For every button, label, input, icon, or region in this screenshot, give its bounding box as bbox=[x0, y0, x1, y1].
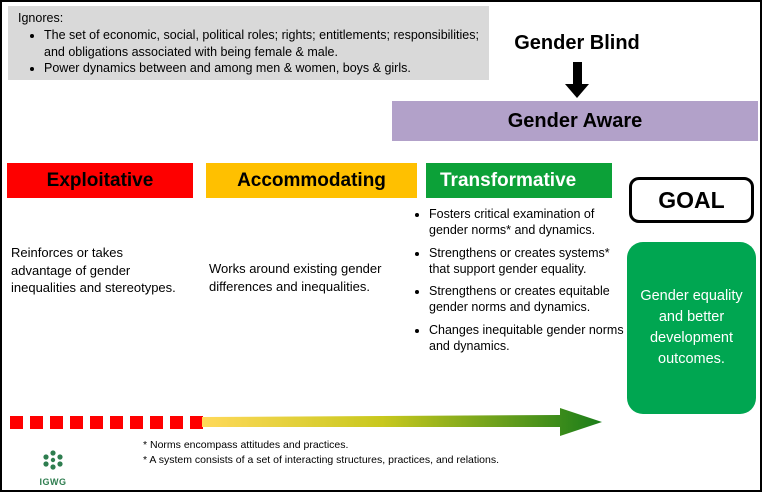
dash-square bbox=[130, 416, 143, 429]
gender-aware-label: Gender Aware bbox=[507, 109, 643, 132]
dash-square bbox=[190, 416, 203, 429]
exploitative-header-label: Exploitative bbox=[46, 169, 154, 191]
down-arrow-head bbox=[565, 84, 589, 98]
goal-box: GOAL bbox=[629, 177, 754, 223]
ignores-item: Power dynamics between and among men & w… bbox=[44, 60, 481, 76]
dash-square bbox=[90, 416, 103, 429]
transformative-item: Changes inequitable gender norms and dyn… bbox=[429, 322, 626, 355]
transformative-item: Fosters critical examination of gender n… bbox=[429, 206, 626, 239]
ignores-title: Ignores: bbox=[18, 11, 64, 25]
dash-square bbox=[150, 416, 163, 429]
accommodating-header-label: Accommodating bbox=[237, 169, 386, 191]
goal-label: GOAL bbox=[658, 186, 725, 213]
accommodating-description: Works around existing gender differences… bbox=[209, 261, 382, 294]
exploitative-description: Reinforces or takes advantage of gender … bbox=[11, 245, 176, 296]
igwg-logo: IGWG bbox=[37, 448, 69, 487]
transformative-header: Transformative bbox=[426, 163, 612, 198]
dash-square bbox=[50, 416, 63, 429]
transformative-item: Strengthens or creates systems* that sup… bbox=[429, 245, 626, 278]
exploitative-header: Exploitative bbox=[7, 163, 193, 198]
dash-square bbox=[10, 416, 23, 429]
dash-square bbox=[170, 416, 183, 429]
transformative-header-label: Transformative bbox=[440, 169, 577, 191]
gender-aware-bar: Gender Aware bbox=[392, 101, 758, 141]
transformative-list: Fosters critical examination of gender n… bbox=[412, 206, 626, 360]
dash-square bbox=[70, 416, 83, 429]
dash-square bbox=[30, 416, 43, 429]
gender-blind-label: Gender Blind bbox=[514, 32, 640, 54]
down-arrow-icon bbox=[565, 62, 589, 98]
igwg-logo-label: IGWG bbox=[39, 477, 67, 487]
igwg-logo-icon bbox=[43, 450, 63, 470]
outcome-text: Gender equality and better development o… bbox=[640, 287, 743, 368]
footnote: * Norms encompass attitudes and practice… bbox=[143, 439, 349, 451]
outcome-box: Gender equality and better development o… bbox=[627, 242, 756, 414]
accommodating-header: Accommodating bbox=[206, 163, 417, 198]
footnotes: * Norms encompass attitudes and practice… bbox=[143, 438, 499, 468]
dash-square bbox=[110, 416, 123, 429]
ignores-item: The set of economic, social, political r… bbox=[44, 27, 481, 60]
ignores-box: Ignores: The set of economic, social, po… bbox=[8, 6, 489, 80]
continuum-dashes bbox=[10, 416, 203, 429]
ignores-list: The set of economic, social, political r… bbox=[18, 27, 481, 76]
continuum-gradient-arrow-icon bbox=[202, 408, 602, 436]
transformative-item: Strengthens or creates equitable gender … bbox=[429, 283, 626, 316]
footnote: * A system consists of a set of interact… bbox=[143, 454, 499, 467]
down-arrow-shaft bbox=[572, 62, 582, 84]
